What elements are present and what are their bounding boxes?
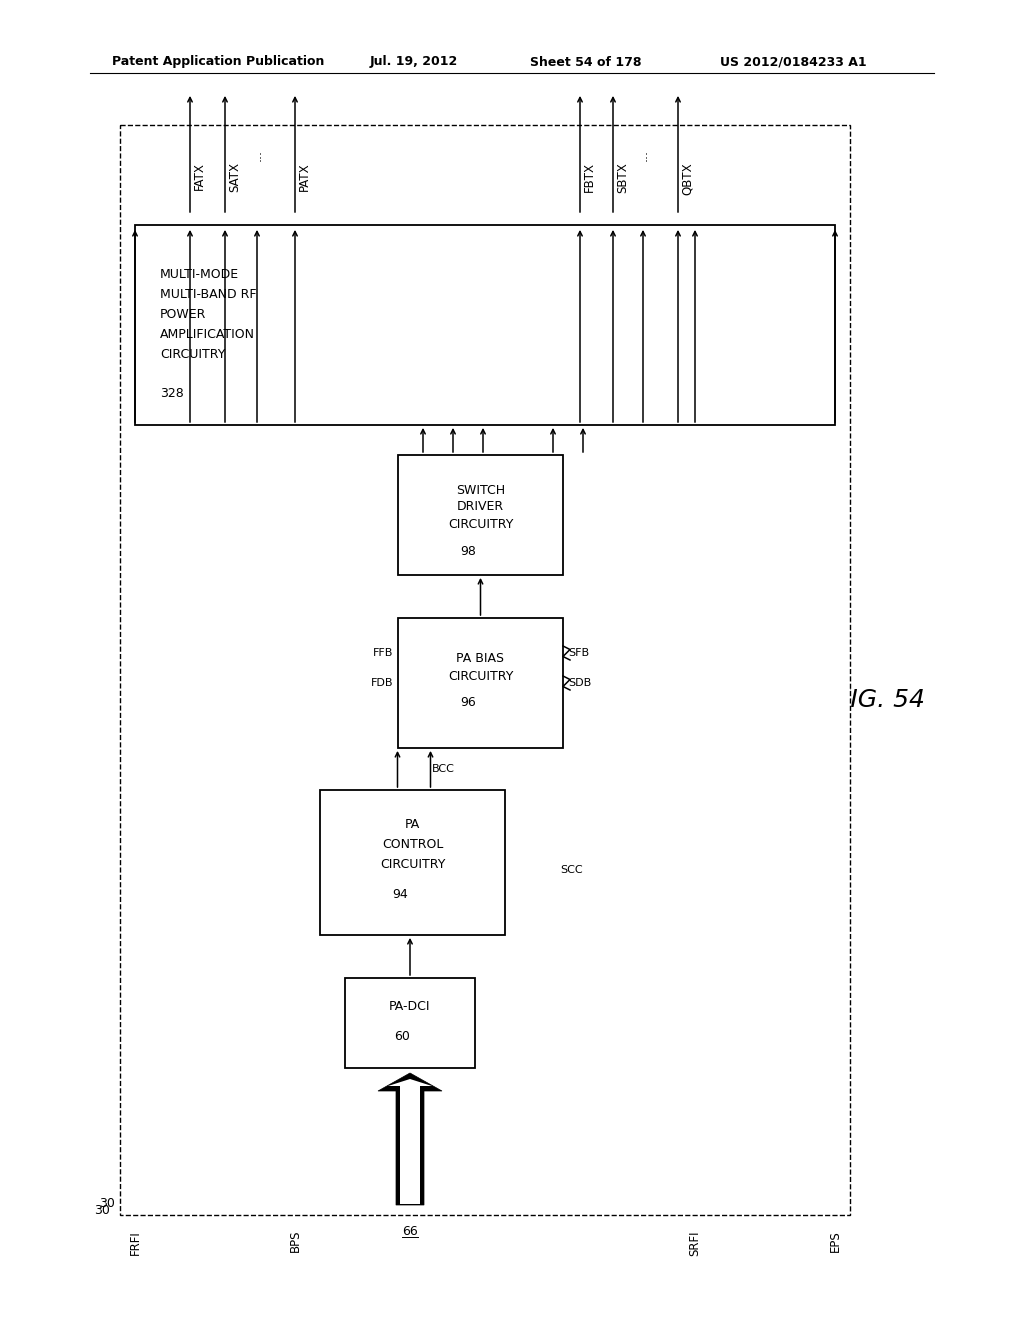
Text: SRFI: SRFI: [688, 1230, 701, 1255]
Text: SATX: SATX: [228, 162, 241, 191]
Text: SFB: SFB: [568, 648, 589, 657]
Text: FRFI: FRFI: [128, 1230, 141, 1255]
Text: POWER: POWER: [160, 309, 207, 322]
Text: FBTX: FBTX: [583, 162, 596, 191]
Text: PA BIAS: PA BIAS: [457, 652, 505, 664]
Bar: [319, 789, 505, 935]
Text: SCC: SCC: [560, 865, 583, 875]
Text: 98: 98: [461, 545, 476, 558]
Text: SWITCH: SWITCH: [456, 483, 505, 496]
Text: 94: 94: [392, 888, 409, 902]
Text: PATX: PATX: [298, 162, 311, 190]
Text: SBTX: SBTX: [616, 162, 629, 193]
Bar: [135, 224, 835, 425]
Text: US 2012/0184233 A1: US 2012/0184233 A1: [720, 55, 866, 69]
Text: Sheet 54 of 178: Sheet 54 of 178: [530, 55, 641, 69]
Bar: [345, 978, 475, 1068]
Text: EPS: EPS: [828, 1230, 842, 1251]
Text: FATX: FATX: [193, 162, 206, 190]
Text: MULTI-BAND RF: MULTI-BAND RF: [160, 289, 256, 301]
Text: CONTROL: CONTROL: [382, 838, 443, 851]
Text: CIRCUITRY: CIRCUITRY: [447, 669, 513, 682]
Bar: [120, 125, 850, 1214]
Text: FFB: FFB: [373, 648, 393, 657]
Bar: [398, 455, 563, 576]
Bar: [398, 618, 563, 748]
Text: 66: 66: [402, 1225, 418, 1238]
Text: 30: 30: [94, 1204, 110, 1217]
Text: FIG. 54: FIG. 54: [836, 688, 925, 711]
Text: MULTI-MODE: MULTI-MODE: [160, 268, 240, 281]
Text: CIRCUITRY: CIRCUITRY: [447, 517, 513, 531]
Polygon shape: [378, 1073, 442, 1205]
Text: Patent Application Publication: Patent Application Publication: [112, 55, 325, 69]
Text: 30: 30: [99, 1197, 115, 1210]
Text: 60: 60: [394, 1030, 410, 1043]
Text: SDB: SDB: [568, 678, 591, 688]
Text: Jul. 19, 2012: Jul. 19, 2012: [370, 55, 459, 69]
Text: AMPLIFICATION: AMPLIFICATION: [160, 329, 255, 342]
Text: BCC: BCC: [432, 764, 455, 774]
Text: PA: PA: [404, 818, 420, 832]
Text: BPS: BPS: [289, 1230, 301, 1253]
Text: QBTX: QBTX: [681, 162, 694, 194]
Text: DRIVER: DRIVER: [457, 500, 504, 513]
Text: ...: ...: [637, 149, 649, 161]
Text: ...: ...: [251, 149, 263, 161]
Text: FDB: FDB: [371, 678, 393, 688]
Text: 328: 328: [160, 387, 183, 400]
Text: CIRCUITRY: CIRCUITRY: [380, 858, 445, 871]
Text: PA-DCI: PA-DCI: [389, 999, 431, 1012]
Text: CIRCUITRY: CIRCUITRY: [160, 348, 225, 362]
Polygon shape: [388, 1078, 432, 1204]
Text: 96: 96: [461, 696, 476, 709]
